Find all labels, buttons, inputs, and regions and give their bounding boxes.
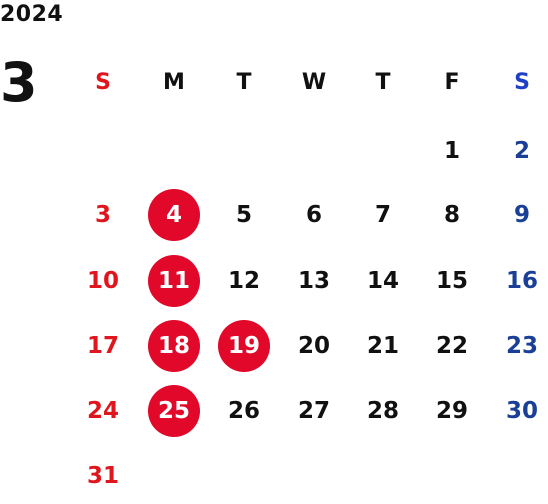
day-cell-highlighted[interactable]: 19	[218, 320, 270, 372]
day-cell[interactable]: 30	[505, 398, 538, 424]
day-cell[interactable]: 27	[297, 398, 330, 424]
day-cell[interactable]: 5	[235, 202, 252, 228]
year-label: 2024	[0, 2, 64, 27]
day-cell-highlighted[interactable]: 18	[148, 320, 200, 372]
day-cell[interactable]: 7	[374, 202, 391, 228]
weekday-header: T	[236, 69, 252, 95]
day-cell[interactable]: 16	[505, 268, 538, 294]
day-cell-highlighted[interactable]: 25	[148, 385, 200, 437]
day-cell[interactable]: 22	[435, 333, 468, 359]
day-cell[interactable]: 21	[366, 333, 399, 359]
day-cell[interactable]: 10	[86, 268, 119, 294]
day-cell[interactable]: 28	[366, 398, 399, 424]
day-cell-highlighted[interactable]: 11	[148, 255, 200, 307]
day-cell-highlighted[interactable]: 4	[148, 189, 200, 241]
day-cell[interactable]: 12	[227, 268, 260, 294]
day-cell[interactable]: 9	[513, 202, 530, 228]
weekday-header: T	[375, 69, 391, 95]
day-cell[interactable]: 13	[297, 268, 330, 294]
weekday-header: F	[444, 69, 460, 95]
day-cell[interactable]: 24	[86, 398, 119, 424]
weekday-header: S	[95, 69, 111, 95]
day-cell[interactable]: 26	[227, 398, 260, 424]
day-cell[interactable]: 17	[86, 333, 119, 359]
day-cell[interactable]: 20	[297, 333, 330, 359]
day-cell[interactable]: 14	[366, 268, 399, 294]
weekday-header: S	[514, 69, 530, 95]
weekday-header: M	[163, 69, 185, 95]
day-cell[interactable]: 31	[86, 463, 119, 489]
month-number: 3	[0, 51, 38, 114]
day-cell[interactable]: 3	[94, 202, 111, 228]
weekday-header: W	[301, 69, 327, 95]
day-cell[interactable]: 15	[435, 268, 468, 294]
day-cell[interactable]: 23	[505, 333, 538, 359]
day-cell[interactable]: 6	[305, 202, 322, 228]
day-cell[interactable]: 29	[435, 398, 468, 424]
day-cell[interactable]: 1	[443, 138, 460, 164]
day-cell[interactable]: 2	[513, 138, 530, 164]
day-cell[interactable]: 8	[443, 202, 460, 228]
